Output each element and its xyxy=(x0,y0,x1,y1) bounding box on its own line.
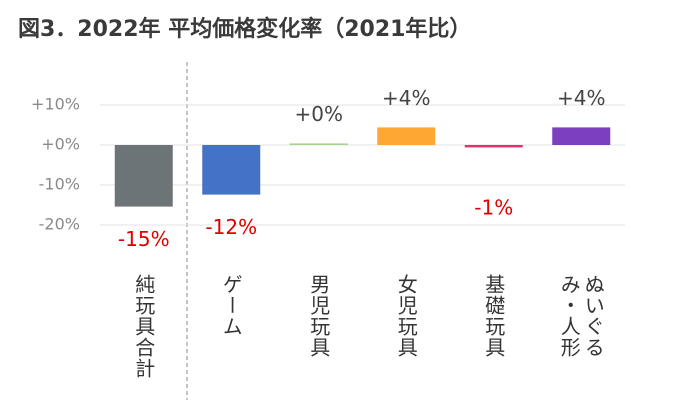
value-label: +4% xyxy=(382,86,431,110)
value-label: -15% xyxy=(118,227,170,251)
value-label: +4% xyxy=(557,86,606,110)
bar xyxy=(377,127,436,145)
y-tick-label: +0% xyxy=(41,135,80,154)
y-tick-label: -10% xyxy=(39,175,80,194)
bar xyxy=(464,145,523,148)
x-tick-label: ぬいぐるみ・人形 xyxy=(557,274,606,358)
value-label: -12% xyxy=(205,215,257,239)
x-tick-label: 女児玩具 xyxy=(394,274,419,358)
bar xyxy=(289,143,348,145)
bar xyxy=(202,145,261,195)
bar xyxy=(114,145,173,207)
x-tick-label: 純玩具合計 xyxy=(131,274,156,379)
value-label: +0% xyxy=(295,102,344,126)
chart-title: 図3．2022年 平均価格変化率（2021年比） xyxy=(18,16,471,42)
bar xyxy=(552,127,611,145)
y-tick-label: -20% xyxy=(39,215,80,234)
value-label: -1% xyxy=(474,196,513,220)
x-tick-label: 基礎玩具 xyxy=(481,274,506,358)
y-tick-label: +10% xyxy=(31,95,80,114)
x-tick-label: ゲーム xyxy=(219,274,244,337)
x-tick-label: 男児玩具 xyxy=(306,274,331,358)
